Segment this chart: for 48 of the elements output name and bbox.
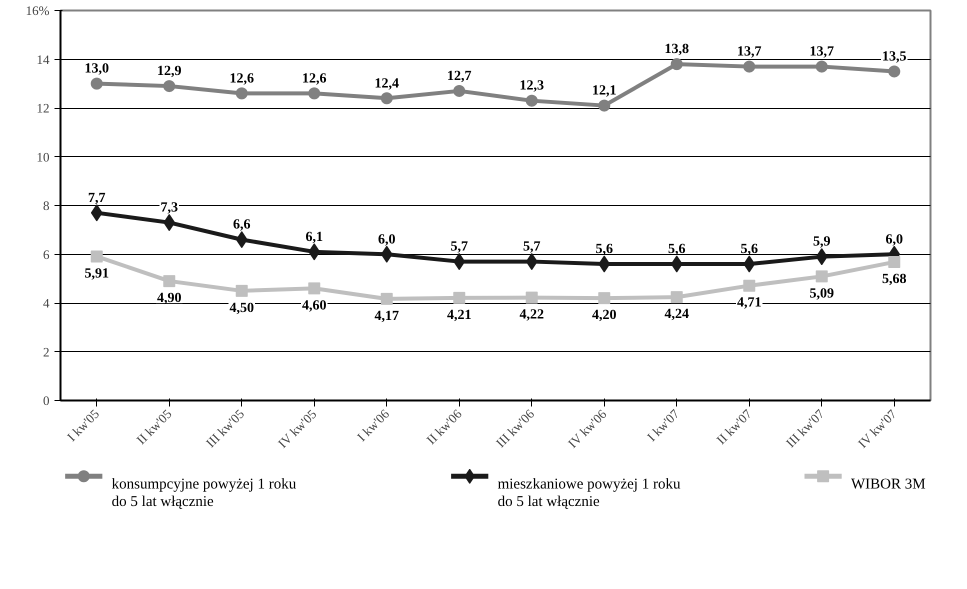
y-tick-label: 2 [43,344,50,360]
data-label: 4,22 [520,308,544,323]
data-label: 12,6 [230,71,254,86]
data-label: 13,7 [810,44,834,60]
data-label: 4,90 [157,291,182,306]
legend-label: konsumpcyjne powyżej 1 roku do 5 lat włącznie [112,476,297,510]
data-label: 12,7 [447,68,472,84]
data-label: 12,9 [157,64,182,80]
data-label: 4,20 [592,308,616,324]
data-label: 12,3 [520,78,544,94]
data-label: 5,6 [668,242,686,257]
data-label: 4,50 [230,300,254,316]
y-tick-label: 4 [43,296,50,310]
data-label: 12,6 [302,71,326,86]
data-label: 4,24 [664,307,689,322]
data-label: 6,0 [886,232,903,248]
y-tick-label: 12 [36,100,50,116]
y-tick-label: 14 [36,52,50,67]
data-label: 7,3 [160,200,178,216]
data-label: 5,09 [810,286,834,302]
y-tick-label: 16% [26,3,50,18]
data-label: 5,9 [813,234,830,250]
legend-label: WIBOR 3M [851,476,926,492]
data-label: 5,6 [740,242,758,257]
data-label: 4,60 [302,298,326,314]
data-label: 6,0 [378,232,396,248]
y-tick-label: 6 [43,246,50,262]
data-label: 13,0 [84,62,109,77]
legend-label: mieszkaniowe powyżej 1 roku do 5 lat włącznie [498,476,681,510]
data-label: 5,68 [882,272,906,288]
data-label: 5,91 [84,266,109,282]
data-label: 12,4 [374,76,399,92]
y-tick-label: 10 [36,149,50,164]
data-label: 13,5 [882,49,906,64]
data-label: 13,7 [737,44,762,60]
data-label: 6,6 [233,218,250,233]
data-label: 5,6 [596,242,613,257]
data-label: 12,1 [592,84,616,99]
data-label: 5,7 [523,240,540,255]
data-label: 13,8 [664,42,689,58]
data-label: 5,7 [450,240,468,255]
y-tick-label: 8 [43,198,50,213]
data-label: 6,1 [306,230,323,245]
y-tick-label: 0 [43,393,50,408]
data-label: 7,7 [88,190,106,206]
data-label: 4,71 [737,296,762,311]
data-label: 4,17 [374,308,399,324]
data-label: 4,21 [447,308,472,323]
